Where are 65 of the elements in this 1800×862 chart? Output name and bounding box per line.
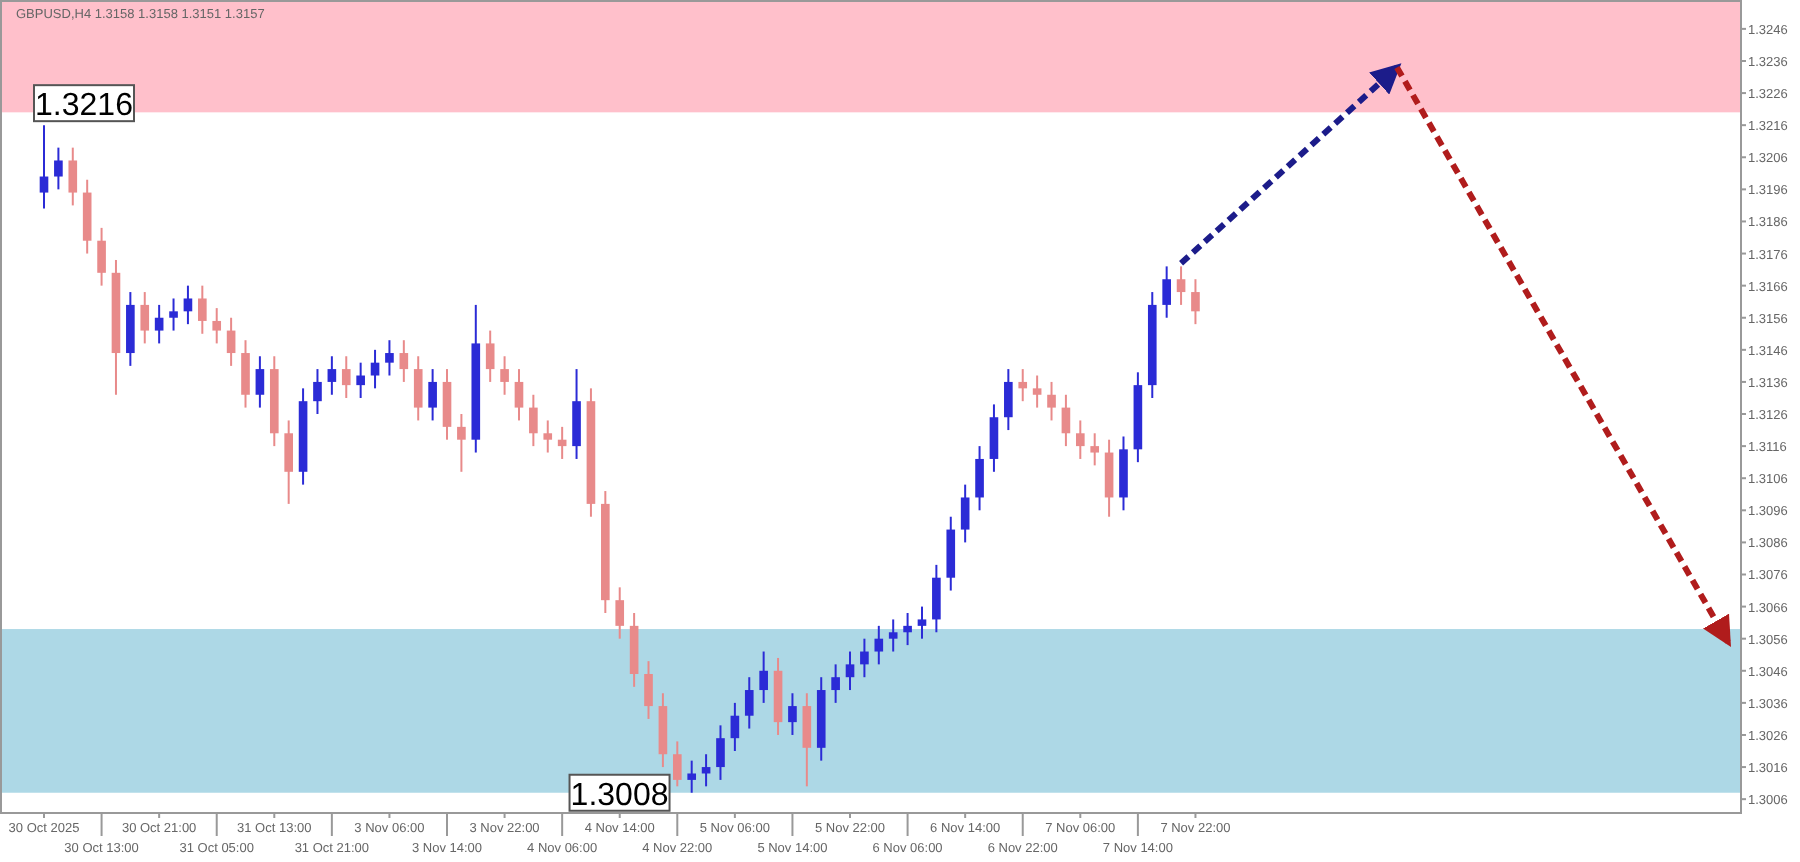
candlestick (212, 307, 222, 345)
candlestick (989, 403, 999, 473)
candlestick (97, 226, 106, 287)
candlestick (687, 759, 697, 794)
candlestick (917, 605, 927, 640)
candlestick (788, 692, 797, 736)
candlestick (169, 297, 178, 332)
candlestick (284, 419, 293, 505)
candlestick (68, 146, 78, 207)
candlestick (241, 339, 250, 409)
candlestick (1176, 265, 1186, 306)
candlestick (54, 146, 63, 191)
candlestick (932, 563, 941, 634)
candlestick (313, 368, 322, 416)
candlestick (428, 368, 437, 422)
candlestick (529, 393, 538, 448)
annotation: 1.3216 (35, 89, 134, 124)
annotation: 1.3008 (570, 778, 669, 813)
candlestick (903, 612, 912, 647)
candlestick (226, 316, 236, 367)
candlestick (140, 291, 150, 345)
candlestick (744, 676, 754, 730)
candlestick (888, 618, 898, 653)
candlestick (543, 419, 553, 454)
candlestick (831, 663, 840, 704)
candlestick (198, 284, 207, 335)
candlestick (1075, 419, 1085, 460)
candlestick (672, 740, 682, 788)
candlestick (644, 660, 653, 720)
candlestick (341, 355, 351, 399)
candlestick (716, 724, 725, 781)
candlestick (514, 368, 524, 422)
candlestick (960, 483, 970, 544)
candlestick (1104, 438, 1114, 518)
candlestick (615, 586, 625, 640)
candlestick (1061, 393, 1071, 448)
candlestick (845, 650, 855, 692)
candlestick (1004, 368, 1013, 432)
candlestick (500, 355, 509, 396)
candlestick (370, 348, 380, 390)
candlestick (385, 339, 394, 377)
candlestick (457, 413, 466, 473)
candlestick (442, 368, 452, 441)
candlestick (1018, 368, 1028, 403)
candlestick (1090, 432, 1100, 467)
candlestick (1162, 265, 1171, 319)
candlestick (413, 355, 423, 422)
candlestick (39, 124, 49, 210)
candlestick (1191, 278, 1200, 326)
candlestick (399, 339, 409, 383)
candlestick (183, 284, 193, 326)
candlestick (572, 368, 581, 460)
candlestick (975, 445, 984, 512)
candlestick (802, 692, 812, 788)
candlestick (327, 355, 337, 396)
candlestick (759, 650, 768, 704)
candlestick (485, 329, 495, 383)
candlestick (874, 624, 884, 666)
candlestick (255, 355, 265, 409)
candlestick (356, 361, 365, 399)
candlestick (730, 701, 740, 753)
candlestick (154, 303, 164, 345)
candlestick (1047, 380, 1056, 422)
candlestick (1032, 374, 1042, 409)
candlestick (860, 637, 869, 679)
